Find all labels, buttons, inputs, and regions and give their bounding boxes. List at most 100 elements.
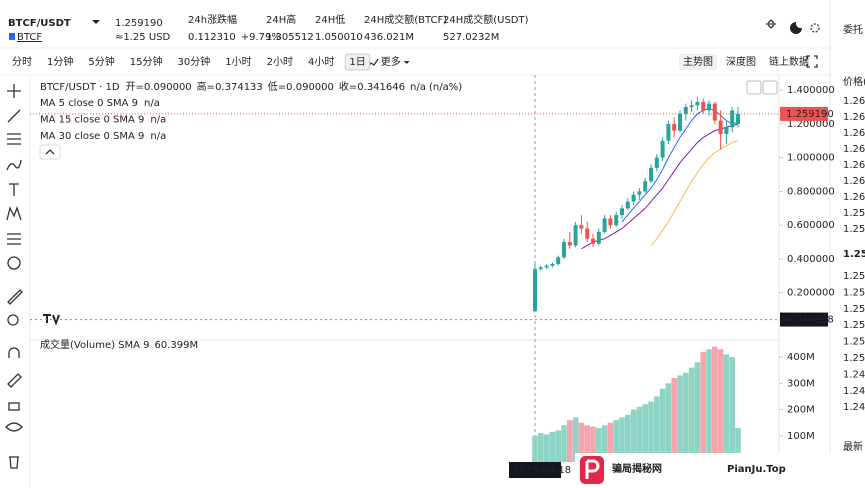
tool-pattern[interactable] [6,206,22,221]
y-tick-label: 300M [787,378,815,389]
chart-title: BTCF/USDT · 1D [40,82,120,93]
tool-crosshair[interactable] [7,84,21,98]
ohlc-label: 高= [197,80,215,93]
candle-body [695,101,700,106]
crosshair-price: 0.040998 [786,315,834,326]
bid-price: 1.2490 [843,386,865,397]
candle-body [736,113,740,124]
interval[interactable]: 15分钟 [130,55,163,68]
tool-line[interactable] [7,109,21,123]
interval[interactable]: 4小时 [308,56,334,68]
interval[interactable]: 分时 [12,56,32,68]
volume-bar [665,383,672,462]
volume-bar [688,367,695,462]
candle-body [538,267,543,270]
icon-swap[interactable] [766,19,776,29]
candle-body [550,264,555,266]
stat-label: 24H低 [315,13,345,26]
indicator-label: MA 5 close 0 SMA 9 [40,98,138,109]
y-tick-label: 1.200000 [787,119,835,130]
bid-price: 1.2479 [843,402,865,413]
interval[interactable]: 2小时 [267,56,293,68]
tool-text[interactable] [9,183,19,196]
volume-bar [700,351,706,462]
indicator-value: n/a [150,115,166,126]
ask-price: 1.2624 [843,128,865,139]
interval[interactable]: 更多 [381,55,401,68]
icon-fullscreen[interactable] [806,55,818,68]
volume-bar [596,427,602,462]
volume-bar [543,434,550,462]
candle-body [660,140,665,158]
book-title: 委托 [843,23,863,36]
candle-body [602,218,607,232]
tool-lock[interactable] [8,402,20,411]
refresh-button[interactable] [762,80,778,95]
candle-body [585,228,590,239]
crosshair-date: 2025-04-18 [513,465,571,476]
ohlc-label: 开= [126,82,144,93]
volume-bar [659,388,666,462]
candle-body [637,191,642,195]
volume-bar [538,433,544,462]
tool-delete[interactable] [9,456,19,469]
interval[interactable]: 1小时 [225,56,251,68]
stat-value: 0.112310 [188,32,236,43]
candle-body [631,194,636,202]
volume-bar [636,406,643,462]
interval[interactable]: 1日 [349,57,365,68]
ask-price: 1.2600 [843,192,865,203]
logo [43,314,60,326]
candle-body [573,225,578,246]
volume-bar [532,435,538,462]
ohlc-value: n/a (n/a%) [410,82,462,93]
y-tick-label: 200M [787,405,815,416]
candle-body [625,201,630,209]
ohlc-value: 0.090000 [144,82,192,93]
tool-lock-drawing[interactable] [7,373,22,388]
volume-bar [549,431,556,462]
symbol-caret[interactable] [92,20,100,24]
stat-value: 436.021M [364,32,414,43]
candle-body [579,225,584,229]
volume-bar [642,404,648,462]
ma-line [650,140,739,246]
watermark-bg [575,453,865,488]
candle-body [718,120,723,135]
view-tab[interactable]: 深度图 [726,55,756,68]
icon-settings[interactable] [810,23,820,33]
hide-button[interactable] [746,80,762,95]
tool-visibility[interactable] [5,422,23,432]
content: BTCF/USDT 1.259190 ≈1.25 USD BTCF 24h涨跌幅 0.11… [8,13,865,488]
y-tick-label: 100M [787,431,815,442]
indicator-value: n/a [150,131,166,142]
volume-bar [567,420,573,462]
interval[interactable]: 5分钟 [88,55,114,68]
collapse-button[interactable] [39,144,61,160]
bid-price: 1.2500 [843,353,865,364]
view-tab[interactable]: 主势图 [683,55,713,68]
drawing-tools [5,84,23,469]
tool-fib[interactable] [7,233,21,245]
stat-label: 24H成交额(USDT) [443,13,529,26]
tool-magnet[interactable] [8,347,20,358]
interval[interactable]: 30分钟 [177,55,210,68]
tool-brush[interactable] [6,159,22,171]
candle-body [620,208,624,216]
view-tab[interactable]: 链上数据 [769,55,809,68]
candle-body [724,127,729,135]
icon-theme[interactable] [790,22,802,34]
tool-emoji[interactable] [7,256,21,270]
volume-bar [694,362,701,462]
watermark-logo-mark [585,459,600,479]
tool-ruler[interactable] [7,289,23,305]
volume-bar [590,426,596,462]
volume-bar [654,396,660,462]
tool-zoom[interactable] [7,314,19,326]
symbol[interactable]: BTCF/USDT [8,18,71,29]
interval[interactable]: 1分钟 [47,55,73,68]
stat-label: 24H高 [266,13,296,26]
tool-channel[interactable] [7,133,21,145]
header-icons [766,19,820,34]
bid-price: 1.2554 [843,271,865,282]
